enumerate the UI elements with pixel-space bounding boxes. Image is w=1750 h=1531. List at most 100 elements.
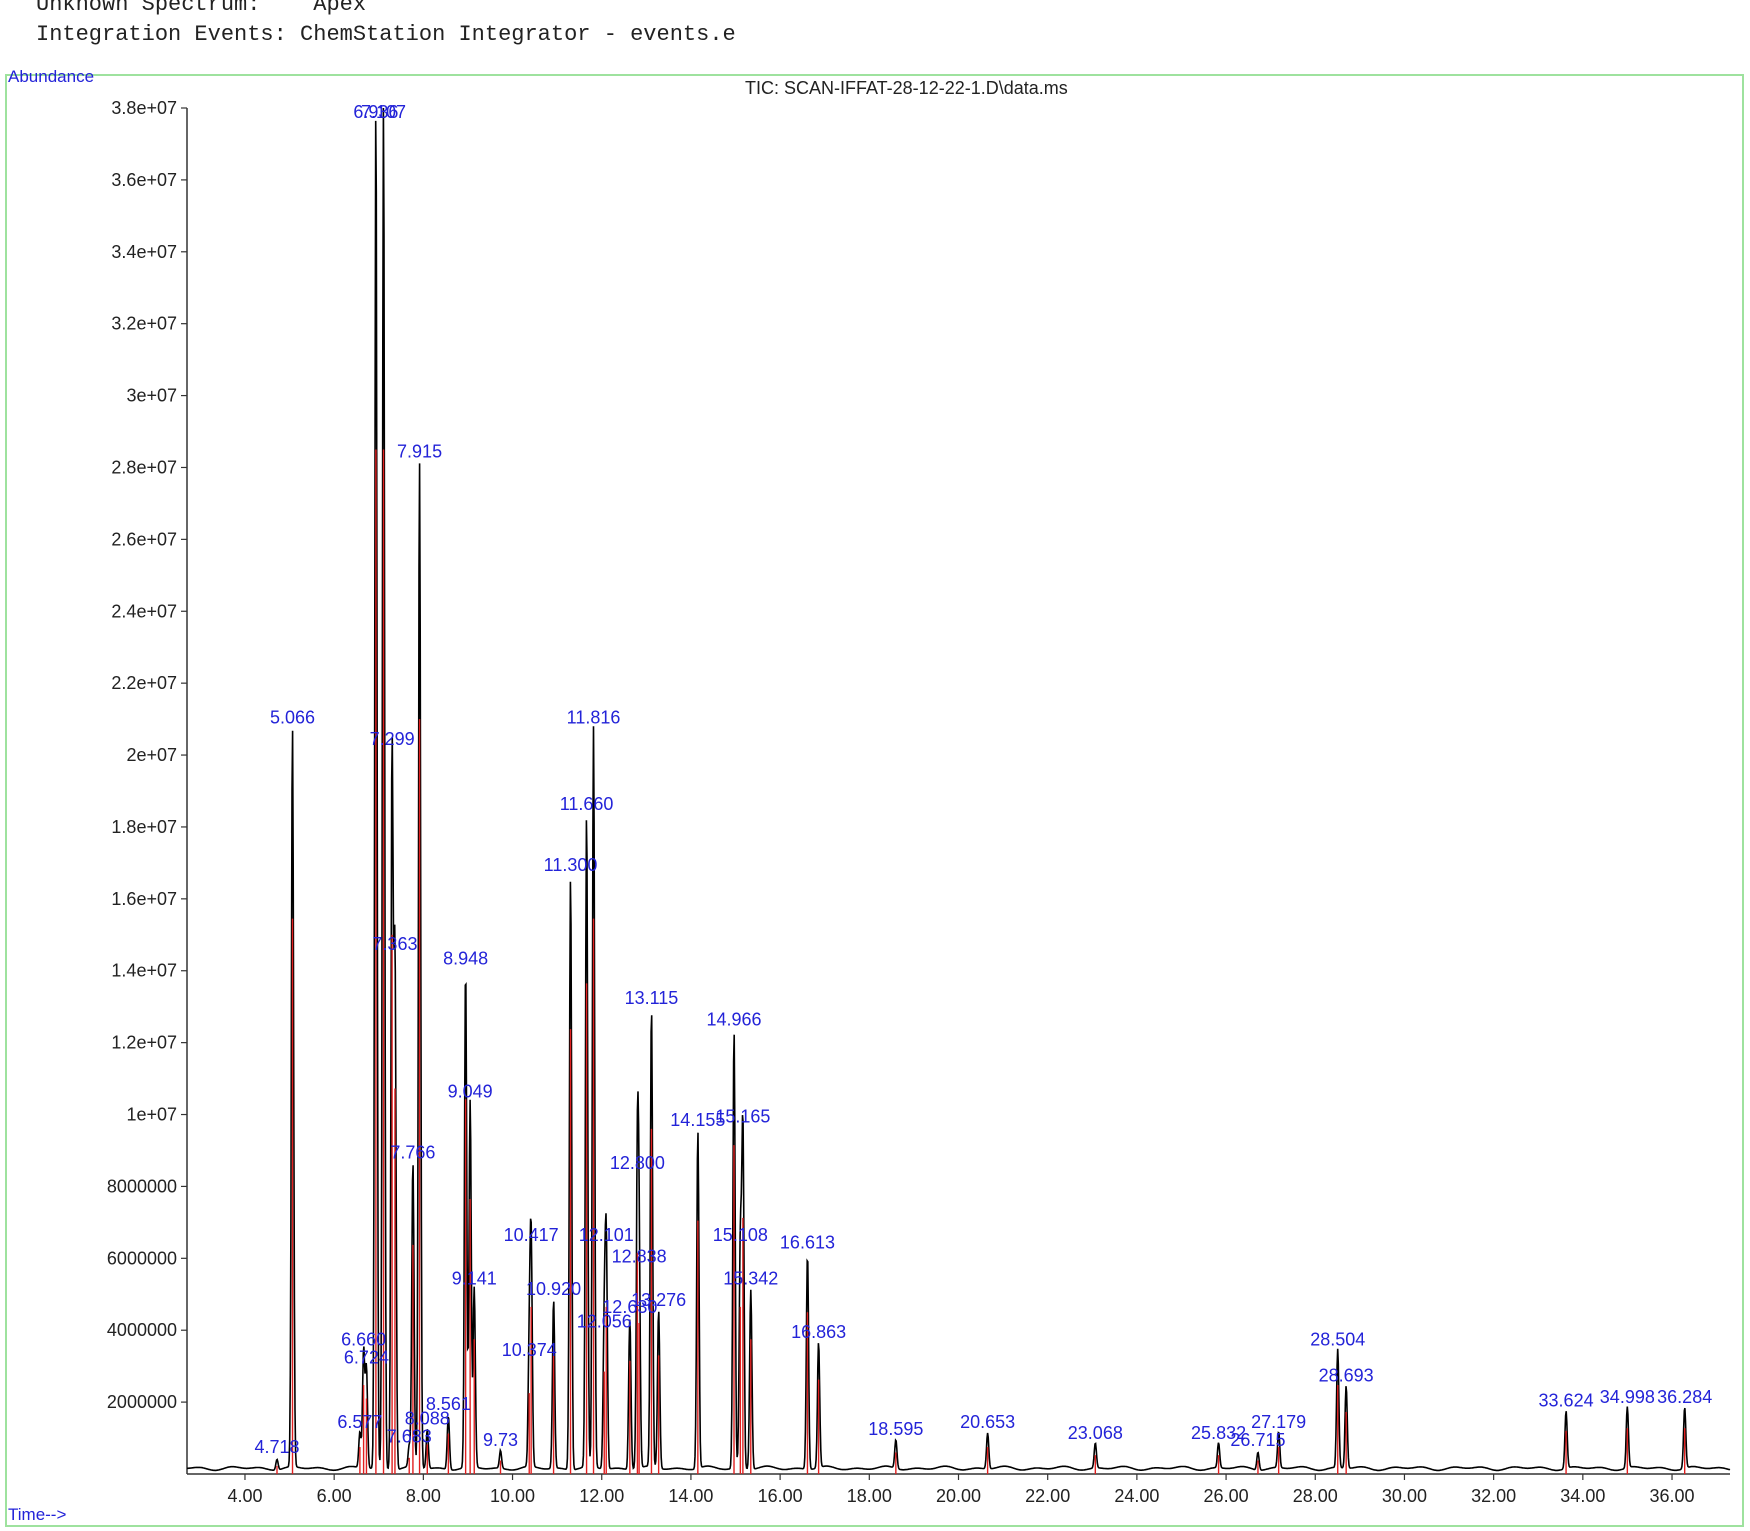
y-ticks: 2000000 4000000 6000000 8000000 1e+07 1.2e+07… [107,98,187,1412]
chart-title: TIC: SCAN-IFFAT-28-12-22-1.D\data.ms [745,78,1068,98]
peak-label: 6.936 [353,102,398,122]
x-tick-label: 4.00 [227,1486,262,1506]
peak-label: 7.299 [370,729,415,749]
x-tick-label: 34.00 [1560,1486,1605,1506]
peak-label: 10.374 [502,1340,557,1360]
x-tick-label: 18.00 [847,1486,892,1506]
peak-label: 13.115 [625,988,679,1008]
x-tick-label: 36.00 [1650,1486,1695,1506]
peak-label: 16.863 [791,1322,846,1342]
y-tick-label: 3e+07 [126,386,177,406]
x-tick-label: 30.00 [1382,1486,1427,1506]
peak-label: 11.300 [544,855,598,875]
x-tick-label: 6.00 [317,1486,352,1506]
peak-label: 12.838 [612,1247,667,1267]
header-spectrum-line: Unknown Spectrum: Apex [36,0,366,17]
peak-label: 12.800 [610,1153,665,1173]
peak-label: 9.141 [452,1268,497,1288]
y-tick-label: 6000000 [107,1248,177,1268]
peak-label: 36.284 [1657,1387,1712,1407]
x-tick-label: 12.00 [579,1486,624,1506]
y-axis-title: Abundance [8,67,94,86]
y-tick-label: 1.8e+07 [111,817,177,837]
tic-trace-line [187,107,1731,1472]
peak-label: 12.056 [577,1311,632,1331]
peak-label: 10.417 [504,1225,559,1245]
y-tick-label: 2e+07 [126,745,177,765]
events-value: ChemStation Integrator - events.e [300,22,736,47]
peak-label: 10.920 [526,1279,581,1299]
y-tick-label: 2.6e+07 [111,529,177,549]
x-tick-label: 28.00 [1293,1486,1338,1506]
chart-frame [5,74,1744,1527]
header-events-line: Integration Events: ChemStation Integrat… [36,22,736,47]
peak-label: 7.766 [390,1142,435,1162]
peak-label: 7.683 [387,1426,432,1446]
y-tick-label: 3.4e+07 [111,242,177,262]
y-tick-label: 3.2e+07 [111,314,177,334]
peak-label: 9.73 [483,1430,518,1450]
tic-trace [187,107,1731,1474]
peak-label: 18.595 [868,1419,923,1439]
peak-label: 25.832 [1191,1423,1246,1443]
peak-label: 15.108 [713,1225,768,1245]
peak-label: 34.998 [1600,1387,1655,1407]
peak-label: 20.653 [960,1412,1015,1432]
peak-label: 8.561 [426,1394,471,1414]
y-tick-label: 3.6e+07 [111,170,177,190]
x-tick-label: 24.00 [1114,1486,1159,1506]
events-label: Integration Events: [36,22,287,47]
y-tick-label: 1e+07 [126,1105,177,1125]
y-tick-label: 1.4e+07 [111,961,177,981]
peak-label: 14.155 [670,1110,725,1130]
peak-label: 16.613 [780,1232,835,1252]
peak-label: 28.504 [1310,1329,1365,1349]
peak-label: 15.342 [723,1268,778,1288]
peak-label: 4.718 [254,1437,299,1457]
peak-label: 11.660 [560,794,614,814]
x-tick-label: 16.00 [758,1486,803,1506]
x-tick-label: 26.00 [1204,1486,1249,1506]
y-tick-label: 4000000 [107,1320,177,1340]
peak-label: 9.049 [448,1081,493,1101]
peak-label: 26.715 [1230,1430,1285,1450]
peak-label: 8.948 [443,948,488,968]
peak-label: 6.724 [344,1347,389,1367]
x-tick-label: 10.00 [490,1486,535,1506]
peak-label: 11.816 [567,707,621,727]
x-tick-label: 32.00 [1471,1486,1516,1506]
peak-label: 7.107 [361,102,406,122]
peak-label: 7.363 [372,934,417,954]
y-tick-label: 1.2e+07 [111,1033,177,1053]
y-tick-label: 2.4e+07 [111,601,177,621]
x-tick-label: 14.00 [668,1486,713,1506]
peak-label: 8.088 [405,1408,450,1428]
peak-label: 14.966 [706,1009,761,1029]
peak-label: 7.915 [397,441,442,461]
y-tick-label: 3.8e+07 [111,98,177,118]
x-tick-label: 20.00 [936,1486,981,1506]
peak-label: 12.101 [579,1225,634,1245]
y-tick-label: 2000000 [107,1392,177,1412]
y-tick-label: 8000000 [107,1176,177,1196]
peak-label: 23.068 [1068,1423,1123,1443]
spectrum-value: Apex [313,0,367,17]
peak-label: 27.179 [1251,1412,1306,1432]
x-axis-title: Time--> [8,1505,66,1524]
y-tick-label: 1.6e+07 [111,889,177,909]
y-tick-label: 2.8e+07 [111,457,177,477]
peak-label: 12.630 [602,1297,657,1317]
peak-label: 13.276 [631,1290,686,1310]
x-ticks: 4.00 6.00 8.00 10.00 12.00 14.00 16.00 18.00 20.… [227,1474,1695,1506]
peak-label: 28.693 [1319,1365,1374,1385]
peak-label: 6.577 [337,1412,382,1432]
spectrum-label: Unknown Spectrum: [36,0,261,17]
peak-label: 6.660 [341,1329,386,1349]
peak-label: 5.066 [270,707,315,727]
y-tick-label: 2.2e+07 [111,673,177,693]
peak-label: 33.624 [1539,1390,1594,1410]
x-tick-label: 22.00 [1025,1486,1070,1506]
peak-label: 15.165 [715,1107,770,1127]
